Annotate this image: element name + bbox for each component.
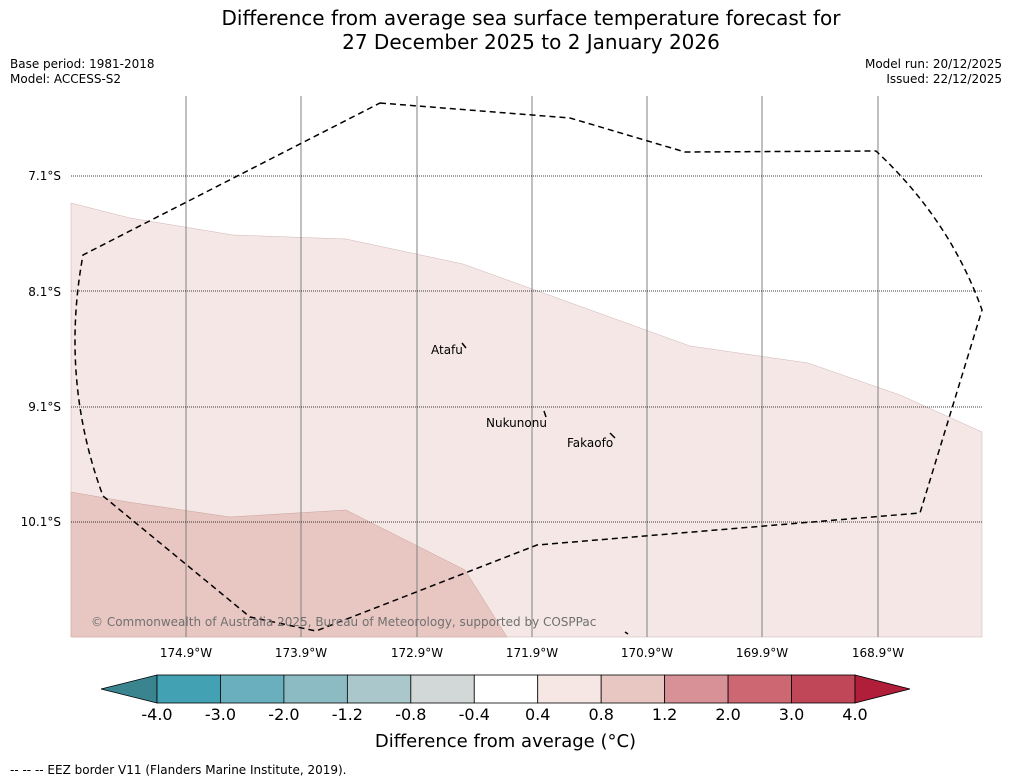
lon-label-171.9: 171.9°W (505, 646, 559, 660)
meridians (185, 96, 879, 637)
colorbar-tick-label: -4.0 (141, 705, 173, 724)
colorbar-tick-label: -3.0 (204, 705, 237, 724)
title-line-2: 27 December 2025 to 2 January 2026 (342, 30, 720, 54)
colorbar-tick-label: 0.4 (524, 705, 551, 724)
model-run: Model run: 20/12/2025 (864, 57, 1002, 71)
colorbar-over-arrow (854, 674, 911, 704)
colorbar-under-arrow (100, 674, 158, 704)
meta-right: Model run: 20/12/2025 Issued: 22/12/2025 (865, 57, 1002, 87)
colorbar-segment (346, 674, 412, 704)
lat-label-7.1: 7.1°S (28, 169, 61, 183)
atoll-atafu (461, 342, 467, 349)
lat-label-10.1: 10.1°S (20, 515, 61, 529)
base-period: Base period: 1981-2018 (10, 57, 155, 71)
legend-eez: -- -- -- EEZ border V11 (Flanders Marine… (10, 763, 347, 777)
colorbar-tick-label: 2.0 (715, 705, 741, 724)
lon-label-173.9: 173.9°W (274, 646, 328, 660)
colorbar-segment (537, 674, 602, 704)
colorbar (100, 674, 911, 704)
place-nukunonu: Nukunonu (486, 416, 547, 430)
colorbar-tick-label: -0.8 (395, 705, 427, 724)
colorbar-segment (220, 674, 285, 704)
colorbar-segment (664, 674, 729, 704)
atoll-fakaofo (609, 432, 616, 439)
lon-label-174.9: 174.9°W (159, 646, 213, 660)
colorbar-tick-label: 0.8 (588, 705, 614, 724)
lon-label-170.9: 170.9°W (620, 646, 674, 660)
colorbar-segment (473, 674, 539, 704)
lat-label-9.1: 9.1°S (28, 400, 61, 414)
lon-label-168.9: 168.9°W (851, 646, 905, 660)
place-atafu: Atafu (431, 343, 463, 357)
region-warm-0.8-1.2 (70, 491, 508, 638)
colorbar-tick-label: -1.2 (331, 705, 363, 724)
colorbar-segment (283, 674, 348, 704)
meta-left: Base period: 1981-2018 Model: ACCESS-S2 (10, 57, 155, 87)
colorbar-tick-label: 3.0 (778, 705, 805, 724)
model-name: Model: ACCESS-S2 (10, 72, 122, 86)
lon-label-169.9: 169.9°W (735, 646, 789, 660)
atoll-nukunonu (543, 410, 547, 418)
lat-label-8.1: 8.1°S (28, 285, 61, 299)
title-line-1: Difference from average sea surface temp… (221, 6, 841, 30)
colorbar-segment (600, 674, 666, 704)
lon-label-172.9: 172.9°W (390, 646, 444, 660)
issued-date: Issued: 22/12/2025 (886, 72, 1002, 86)
place-fakaofo: Fakaofo (567, 436, 613, 450)
colorbar-tick-label: -2.0 (268, 705, 300, 724)
colorbar-tick-label: 1.2 (651, 705, 678, 724)
copyright-text: © Commonwealth of Australia 2025, Bureau… (91, 615, 596, 629)
colorbar-tick-label: 4.0 (842, 705, 868, 724)
colorbar-segment (410, 674, 475, 704)
chart-title: Difference from average sea surface temp… (0, 6, 1011, 54)
colorbar-label: Difference from average (°C) (374, 731, 637, 752)
eez-border (74, 102, 983, 632)
colorbar-tick-label: -0.4 (458, 705, 490, 724)
colorbar-segment (791, 674, 856, 704)
colorbar-segment (156, 674, 221, 704)
atoll-swains (624, 631, 629, 635)
colorbar-segment (727, 674, 792, 704)
